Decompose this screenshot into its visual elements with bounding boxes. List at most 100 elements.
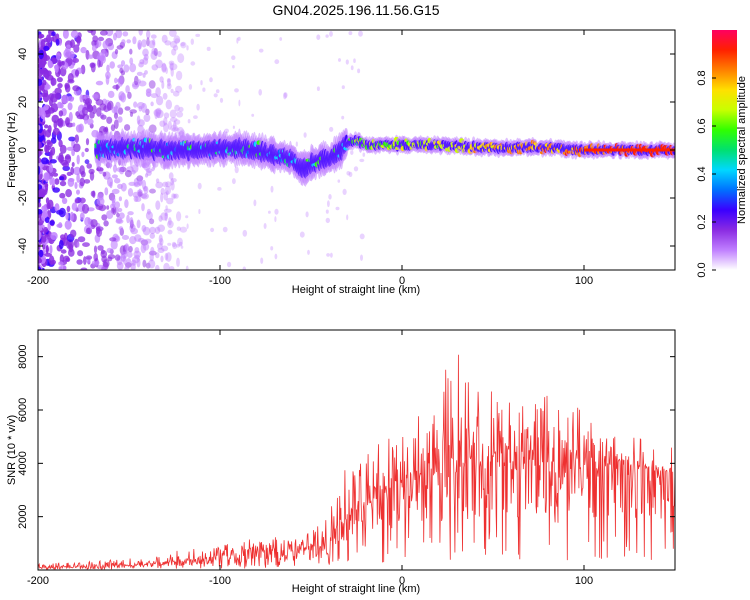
- spectrogram-noise-blob: [133, 250, 141, 258]
- y-tick-label: 8000: [17, 344, 29, 368]
- spectrogram-noise-blob: [58, 261, 64, 266]
- spectrogram-noise-blob: [126, 39, 131, 44]
- spectrogram-noise-blob: [86, 163, 92, 169]
- spectrogram-noise-blob: [117, 183, 123, 190]
- spectrogram-noise-blob: [359, 158, 365, 163]
- spectrogram-noise-blob: [155, 200, 161, 210]
- spectrogram-noise-blob: [165, 67, 169, 74]
- spectrogram-trace-core: [662, 148, 666, 152]
- x-tick-label: -200: [27, 275, 49, 287]
- spectrogram-noise-blob: [54, 64, 59, 73]
- spectrogram-noise-blob: [202, 87, 206, 92]
- spectrogram-noise-blob: [97, 245, 104, 251]
- spectrogram-noise-blob: [130, 262, 136, 270]
- spectrogram-noise-blob: [54, 178, 60, 185]
- spectrogram-noise-blob: [146, 208, 151, 215]
- spectrogram-noise-blob: [85, 227, 91, 234]
- spectrogram-noise-blob: [38, 197, 41, 204]
- spectrogram-noise-blob: [47, 125, 52, 133]
- spectrogram-noise-blob: [127, 91, 132, 99]
- spectrogram-noise-blob: [79, 197, 86, 204]
- spectrogram-noise-blob: [58, 266, 63, 270]
- spectrogram-noise-blob: [50, 232, 58, 240]
- spectrogram-noise-blob: [193, 115, 198, 119]
- spectrogram-noise-blob: [353, 58, 356, 63]
- spectrogram-trace-core: [627, 148, 631, 152]
- spectrogram-noise-blob: [150, 101, 154, 107]
- spectrogram-noise-blob: [143, 185, 149, 195]
- spectrogram-noise-blob: [45, 244, 49, 254]
- y-tick-label: -40: [17, 238, 29, 254]
- snr-frame: [37, 329, 676, 571]
- spectrogram-noise-blob: [163, 191, 168, 201]
- spectrogram-noise-blob: [362, 152, 366, 157]
- spectrogram-noise-blob: [49, 220, 55, 226]
- spectrogram-noise-blob: [92, 104, 97, 115]
- spectrogram-noise-blob: [210, 227, 215, 233]
- spectrogram-noise-blob: [79, 94, 84, 103]
- spectrogram-noise-blob: [346, 214, 349, 221]
- spectrogram-noise-blob: [172, 193, 177, 199]
- spectrogram-noise-blob: [168, 60, 175, 66]
- spectrogram-noise-blob: [186, 45, 189, 51]
- spectrogram-noise-blob: [124, 124, 131, 131]
- spectrogram-noise-blob: [48, 93, 54, 101]
- spectrogram-noise-blob: [52, 127, 60, 136]
- spectrogram-noise-blob: [170, 88, 174, 94]
- spectrogram-noise-blob: [47, 60, 53, 69]
- spectrogram-noise-blob: [138, 61, 144, 68]
- spectrogram-noise-blob: [242, 266, 246, 270]
- spectrogram-noise-blob: [84, 159, 90, 165]
- spectrogram-noise-blob: [87, 54, 94, 59]
- spectrogram-noise-blob: [51, 31, 56, 37]
- spectrogram-noise-blob: [38, 188, 46, 197]
- spectrogram-noise-blob: [69, 211, 74, 222]
- spectrogram-noise-blob: [103, 220, 109, 227]
- colorbar-tick-label: 0.8: [696, 70, 708, 85]
- spectrogram-trace-core: [624, 148, 627, 152]
- spectrogram-noise-blob: [70, 39, 75, 49]
- spectrogram-noise-blob: [130, 227, 138, 235]
- spectrogram-trace-core: [594, 148, 598, 152]
- spectrogram-noise-blob: [38, 91, 41, 101]
- spectrogram-trace-core: [658, 148, 662, 152]
- spectrogram-noise-blob: [107, 176, 113, 187]
- spectrogram-noise-blob: [153, 108, 162, 117]
- spectrogram-noise-blob: [56, 223, 63, 228]
- spectrogram-trace-core: [616, 148, 620, 152]
- spectrogram-noise-blob: [38, 63, 43, 69]
- spectrogram-noise-blob: [180, 41, 187, 49]
- spectrogram-noise-blob: [65, 117, 70, 126]
- spectrogram-noise-blob: [76, 241, 80, 248]
- spectrogram-noise-blob: [158, 215, 163, 222]
- spectrogram-noise-blob: [38, 266, 42, 270]
- spectrogram-noise-blob: [74, 134, 80, 143]
- spectrogram-noise-blob: [155, 87, 161, 97]
- spectrogram-trace-core: [613, 148, 617, 152]
- spectrogram-noise-blob: [158, 234, 163, 243]
- spectrogram-noise-blob: [129, 217, 134, 227]
- spectrogram-noise-blob: [190, 61, 196, 66]
- spectrogram-noise-blob: [83, 179, 91, 184]
- spectrogram-noise-blob: [42, 92, 50, 103]
- spectrogram-noise-blob: [176, 244, 180, 248]
- spectrogram-noise-blob: [172, 90, 180, 97]
- spectrogram-noise-blob: [170, 124, 178, 132]
- spectrogram-noise-blob: [171, 241, 177, 247]
- spectrogram-noise-blob: [128, 245, 133, 253]
- y-tick-label: 4000: [17, 451, 29, 475]
- spectrogram-noise-blob: [155, 59, 163, 69]
- spectrogram-noise-blob: [66, 205, 71, 213]
- spectrogram-noise-blob: [129, 111, 134, 117]
- spectrogram-noise-blob: [329, 126, 334, 132]
- spectrogram-noise-blob: [38, 165, 41, 175]
- spectrogram-noise-blob: [85, 98, 92, 106]
- spectrogram-noise-blob: [105, 75, 110, 85]
- spectrogram-noise-blob: [44, 124, 49, 129]
- spectrogram-noise-blob: [38, 141, 42, 149]
- spectrogram-noise-blob: [148, 259, 156, 269]
- snr-y-axis-label: SNR (10 * v/v): [6, 415, 18, 485]
- spectrogram-noise-blob: [173, 45, 179, 51]
- spectrogram-noise-blob: [38, 226, 43, 231]
- spectrogram-trace-core: [585, 148, 589, 152]
